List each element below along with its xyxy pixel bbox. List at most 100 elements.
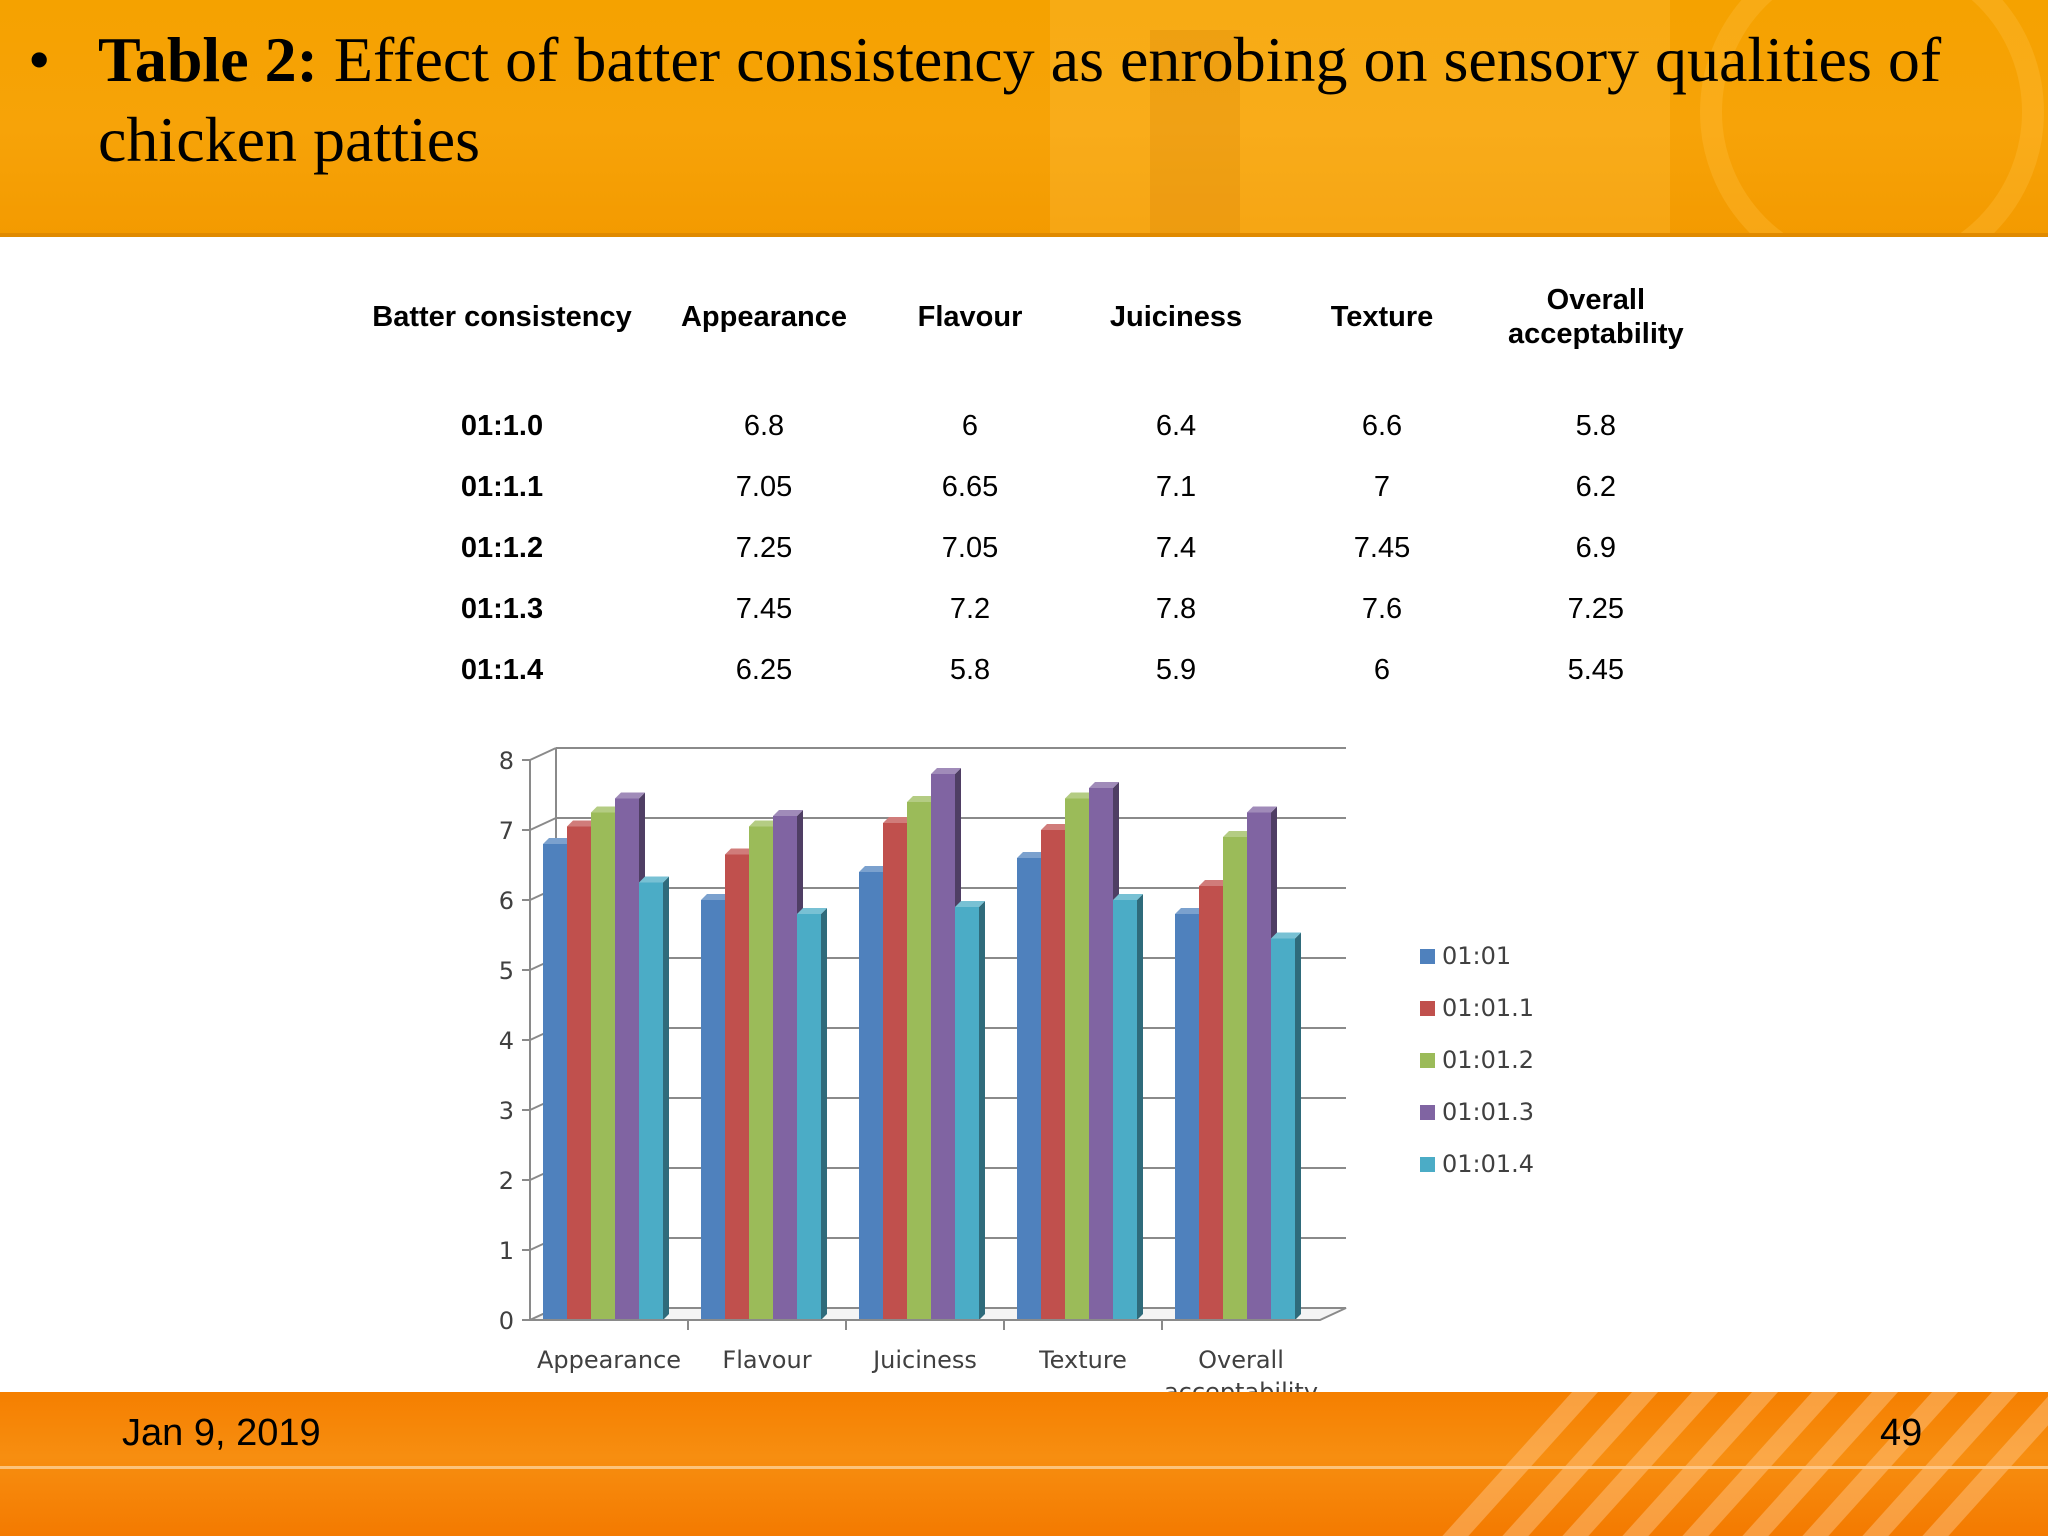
bar xyxy=(1271,938,1295,1320)
bar xyxy=(1223,837,1247,1320)
header-rule xyxy=(0,233,2048,237)
bar xyxy=(1041,830,1065,1320)
table-cell: 7.2 xyxy=(949,593,991,625)
bar xyxy=(725,854,749,1320)
side-wall-line xyxy=(529,817,557,831)
bar xyxy=(955,907,979,1320)
bar-top xyxy=(1223,831,1253,837)
legend-label: 01:01.1 xyxy=(1442,994,1534,1022)
title-bullet: • xyxy=(28,24,51,95)
bar-top xyxy=(591,806,621,813)
y-tick-label: 7 xyxy=(499,817,514,845)
table-cell: 7.45 xyxy=(1353,532,1411,564)
table-cell: 6.9 xyxy=(1575,532,1616,564)
table-row: 01:1.3 7.45 7.2 7.8 7.6 7.25 xyxy=(340,579,1704,640)
y-tick-label: 0 xyxy=(499,1307,514,1335)
column-header: Appearance xyxy=(680,301,847,333)
header-banner xyxy=(0,0,2048,237)
bar xyxy=(639,882,663,1320)
column-header: Flavour xyxy=(917,301,1023,333)
table-cell: 6 xyxy=(961,410,979,442)
table-cell: 7 xyxy=(1373,471,1391,503)
footer-date: Jan 9, 2019 xyxy=(122,1412,321,1454)
legend-swatch xyxy=(1420,1053,1435,1068)
y-tick-label: 4 xyxy=(499,1027,514,1055)
table-cell: 01:1.0 xyxy=(460,410,544,442)
bar-top xyxy=(615,792,645,799)
table-cell: 6 xyxy=(1373,654,1391,686)
x-tick-label: Overall xyxy=(1198,1346,1284,1374)
bar xyxy=(1199,886,1223,1320)
table-cell: 01:1.4 xyxy=(460,654,544,686)
y-tick-label: 8 xyxy=(499,747,514,775)
footer-line xyxy=(0,1466,2048,1469)
table-cell: 5.8 xyxy=(949,654,991,686)
table-cell: 6.25 xyxy=(735,654,793,686)
table-cell: 5.45 xyxy=(1567,654,1625,686)
table-row: 01:1.0 6.8 6 6.4 6.6 5.8 xyxy=(340,396,1704,457)
x-tick-label: Juiciness xyxy=(871,1346,977,1374)
table-cell: 7.6 xyxy=(1361,593,1403,625)
table-cell: 01:1.3 xyxy=(460,593,544,625)
table-cell: 6.2 xyxy=(1575,471,1616,503)
bar xyxy=(907,802,931,1320)
title-text: Effect of batter consistency as enrobing… xyxy=(98,24,1942,175)
y-tick-label: 5 xyxy=(499,957,514,985)
table-cell: 7.4 xyxy=(1155,532,1197,564)
bar xyxy=(1017,858,1041,1320)
table-row: 01:1.4 6.25 5.8 5.9 6 5.45 xyxy=(340,640,1704,701)
table-cell: 6.8 xyxy=(743,410,785,442)
x-tick-label: Flavour xyxy=(722,1346,811,1374)
slide-title: • Table 2: Effect of batter consistency a… xyxy=(28,20,2028,180)
legend-swatch xyxy=(1420,1105,1435,1120)
bar-top xyxy=(955,901,985,907)
y-tick-label: 3 xyxy=(499,1097,514,1125)
sensory-bar-chart: 0 1 2 3 4 5 6 7 8 Appearance Flavour Juiciness Textu… xyxy=(499,747,1534,1406)
bar-top xyxy=(567,820,597,827)
bar-top xyxy=(1175,908,1205,914)
table-cell: 7.45 xyxy=(735,593,793,625)
x-tick-label: Texture xyxy=(1038,1346,1127,1374)
bar-side xyxy=(821,908,827,1320)
legend-swatch xyxy=(1420,1001,1435,1016)
bar xyxy=(797,914,821,1320)
bar-top xyxy=(859,866,889,872)
header-decoration xyxy=(1050,0,1670,237)
table-cell: 7.25 xyxy=(735,532,793,564)
bar xyxy=(1089,788,1113,1320)
bar xyxy=(543,844,567,1320)
table-header-row: Batter consistency Appearance Flavour Ju… xyxy=(340,272,1704,362)
y-tick-label: 1 xyxy=(499,1237,514,1265)
bar xyxy=(859,872,883,1320)
table-row: 01:1.1 7.05 6.65 7.1 7 6.2 xyxy=(340,457,1704,518)
footer-banner xyxy=(0,1392,2048,1536)
bar-top xyxy=(1041,824,1071,830)
bar xyxy=(1175,914,1199,1320)
header-decoration xyxy=(1150,30,1240,237)
bar-top xyxy=(1113,894,1143,900)
bar-top xyxy=(543,838,573,844)
bar-top xyxy=(639,876,669,883)
table-cell: 5.9 xyxy=(1155,654,1197,686)
bar-side xyxy=(1137,894,1143,1320)
column-header: Juiciness xyxy=(1109,301,1243,333)
bar-top xyxy=(1247,806,1277,813)
x-tick-label: Appearance xyxy=(537,1346,681,1374)
table-cell: 6.4 xyxy=(1155,410,1197,442)
bar-side xyxy=(979,901,985,1320)
bar-top xyxy=(701,894,731,900)
bar-top xyxy=(883,817,913,823)
table-cell: 6.6 xyxy=(1361,410,1403,442)
bar-top xyxy=(797,908,827,914)
bar xyxy=(883,823,907,1320)
table-row: 01:1.2 7.25 7.05 7.4 7.45 6.9 xyxy=(340,518,1704,579)
bar-top xyxy=(1271,932,1301,939)
table-cell: 5.8 xyxy=(1575,410,1616,442)
column-header: Batter consistency xyxy=(372,301,632,333)
y-tick-label: 6 xyxy=(499,887,514,915)
bar xyxy=(931,774,955,1320)
bar-top xyxy=(907,796,937,802)
table-cell: 7.05 xyxy=(735,471,793,503)
legend-label: 01:01 xyxy=(1442,942,1511,970)
legend-label: 01:01.3 xyxy=(1442,1098,1534,1126)
